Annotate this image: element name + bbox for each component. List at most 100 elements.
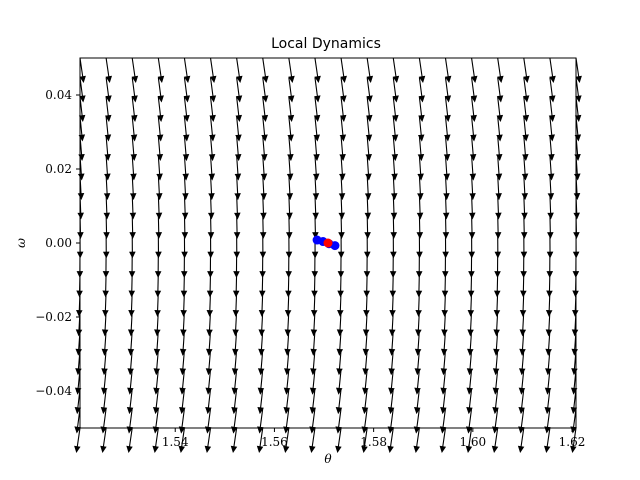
field-arrow <box>208 135 216 162</box>
field-arrow <box>335 369 343 395</box>
field-arrow <box>470 96 477 123</box>
field-arrow <box>392 57 400 84</box>
field-arrow <box>260 155 268 181</box>
field-arrow <box>183 57 191 83</box>
field-arrow <box>209 116 216 142</box>
field-arrow <box>130 155 137 181</box>
trajectory-point <box>330 241 340 251</box>
field-arrow <box>470 57 478 83</box>
field-arrow <box>183 96 190 123</box>
field-arrow <box>340 57 347 84</box>
x-tick-label: 1.58 <box>360 435 387 449</box>
field-arrow <box>282 427 290 454</box>
field-arrow <box>104 96 112 123</box>
field-arrow <box>544 369 552 395</box>
y-tick-label: 0.02 <box>45 162 72 176</box>
field-arrow <box>521 174 529 201</box>
field-arrow <box>335 388 343 415</box>
field-arrow <box>361 388 369 415</box>
field-arrow <box>469 174 476 201</box>
field-arrow <box>443 155 451 181</box>
field-arrow <box>518 369 526 395</box>
field-arrow <box>496 77 504 103</box>
field-arrow <box>283 369 291 395</box>
field-arrow <box>391 135 399 162</box>
field-arrow <box>182 135 190 162</box>
field-arrow <box>127 369 134 395</box>
field-arrow <box>182 174 189 201</box>
field-arrow <box>392 96 399 123</box>
field-arrow <box>417 116 425 142</box>
field-arrow <box>153 369 160 395</box>
field-arrow <box>209 77 217 103</box>
field-arrow <box>366 96 373 123</box>
field-arrow <box>521 155 529 181</box>
field-arrow <box>284 350 291 376</box>
field-arrow <box>338 174 346 201</box>
field-arrow <box>182 155 189 181</box>
field-arrow <box>522 77 530 103</box>
field-arrow <box>131 96 138 123</box>
field-arrow <box>495 135 503 162</box>
field-arrow <box>283 388 290 415</box>
field-arrow <box>548 96 556 123</box>
field-arrow <box>469 135 477 162</box>
field-arrow <box>522 96 530 123</box>
chart-title: Local Dynamics <box>271 36 381 52</box>
field-arrow <box>544 388 552 415</box>
field-arrow <box>497 57 504 83</box>
field-arrow <box>392 77 399 103</box>
field-arrow <box>388 350 395 376</box>
field-arrow <box>156 174 163 201</box>
field-arrow <box>286 155 294 181</box>
field-arrow <box>205 350 213 376</box>
field-arrow <box>361 427 368 454</box>
equilibrium-point <box>323 238 333 248</box>
field-arrow <box>261 135 268 162</box>
field-arrow <box>79 57 86 83</box>
field-arrow <box>548 116 555 142</box>
field-arrow <box>179 388 186 415</box>
field-arrow <box>365 135 372 162</box>
field-arrow <box>414 369 421 395</box>
field-arrow <box>547 155 555 181</box>
field-arrow <box>549 57 556 83</box>
field-arrow <box>126 427 133 453</box>
field-arrow <box>182 116 190 142</box>
field-arrow <box>444 57 452 84</box>
field-arrow <box>309 388 317 415</box>
field-arrow <box>366 57 374 84</box>
field-arrow <box>414 388 421 415</box>
field-arrow <box>549 77 556 103</box>
field-arrow <box>362 369 369 395</box>
field-arrow <box>257 388 264 415</box>
field-arrow <box>313 116 321 142</box>
field-arrow <box>495 155 503 181</box>
field-arrow <box>547 174 555 201</box>
field-arrow <box>179 350 187 376</box>
field-arrow <box>234 135 242 162</box>
y-tick-label: −0.04 <box>35 384 72 398</box>
x-tick-label: 1.56 <box>261 435 288 449</box>
field-arrow <box>523 57 530 83</box>
field-arrow <box>522 116 529 142</box>
field-arrow <box>440 388 447 415</box>
field-arrow <box>183 77 191 103</box>
field-arrow <box>262 57 269 84</box>
field-arrow <box>444 116 451 142</box>
field-arrow <box>335 427 342 454</box>
field-arrow <box>131 57 139 83</box>
field-arrow <box>100 427 107 453</box>
field-arrow <box>492 369 500 395</box>
field-arrow <box>208 174 215 201</box>
field-arrow <box>388 369 395 395</box>
field-arrow <box>152 388 160 415</box>
field-arrow <box>470 77 478 103</box>
field-arrow <box>234 174 241 201</box>
field-arrow <box>465 427 473 453</box>
field-arrow <box>287 116 294 142</box>
field-arrow <box>101 350 108 376</box>
field-arrow <box>439 427 447 454</box>
field-arrow <box>156 116 164 142</box>
field-arrow <box>443 174 450 201</box>
